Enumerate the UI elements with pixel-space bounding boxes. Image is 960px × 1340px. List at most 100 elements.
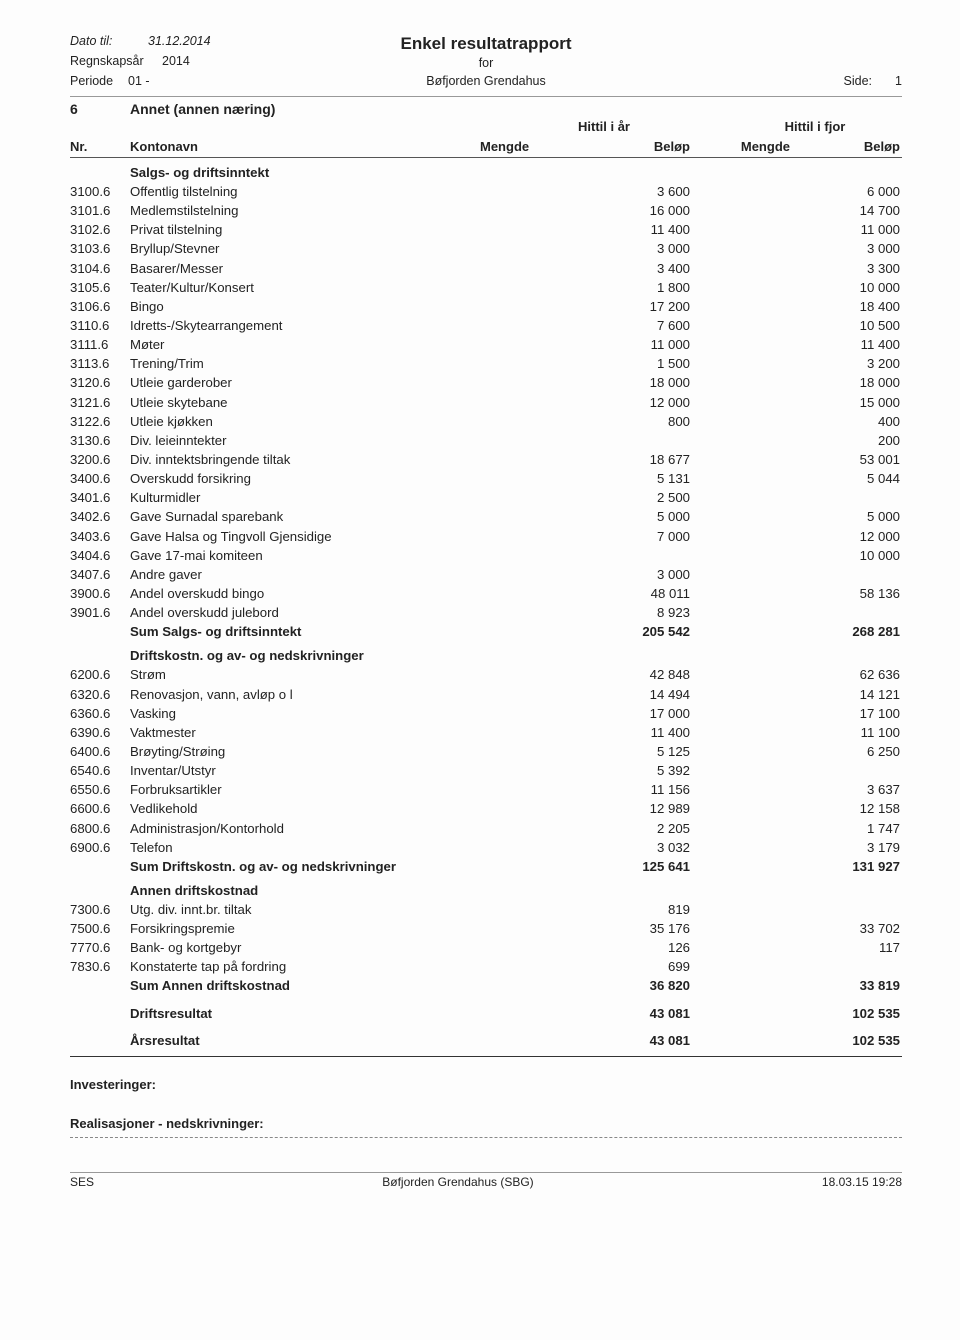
row-belop-current: 11 000: [480, 335, 690, 354]
table-row: 3400.6Overskudd forsikring5 1315 044: [70, 469, 902, 488]
row-belop-prior: 3 637: [690, 780, 900, 799]
row-belop-current: 18 000: [480, 373, 690, 392]
row-belop-current: 36 820: [480, 976, 690, 995]
row-belop-prior: 18 400: [690, 297, 900, 316]
row-nr: 3111.6: [70, 335, 130, 354]
row-nr: 7500.6: [70, 919, 130, 938]
row-name: Kulturmidler: [130, 488, 480, 507]
table-row: 6390.6Vaktmester11 40011 100: [70, 723, 902, 742]
table-row: 3100.6Offentlig tilstelning3 6006 000: [70, 182, 902, 201]
row-belop-current: 3 400: [480, 259, 690, 278]
row-belop-current: 5 000: [480, 507, 690, 526]
row-belop-current: 17 200: [480, 297, 690, 316]
row-belop-current: 3 600: [480, 182, 690, 201]
row-nr: 3121.6: [70, 393, 130, 412]
table-row: Sum Driftskostn. og av- og nedskrivninge…: [70, 857, 902, 876]
table-row: Driftsresultat43 081102 535: [70, 1004, 902, 1023]
col-nr: Nr.: [70, 139, 130, 154]
body-rule: [70, 1056, 902, 1057]
row-belop-current: 12 000: [480, 393, 690, 412]
table-row: 3402.6Gave Surnadal sparebank5 0005 000: [70, 507, 902, 526]
row-belop-prior: 3 300: [690, 259, 900, 278]
page-footer: SES Bøfjorden Grendahus (SBG) 18.03.15 1…: [70, 1172, 902, 1189]
table-row: 7300.6Utg. div. innt.br. tiltak819: [70, 900, 902, 919]
row-belop-prior: 33 819: [690, 976, 900, 995]
row-name: Gave 17-mai komiteen: [130, 546, 480, 565]
row-name: Gave Halsa og Tingvoll Gjensidige: [130, 527, 480, 546]
row-belop-prior: [690, 565, 900, 584]
row-belop-current: 8 923: [480, 603, 690, 622]
row-belop-prior: 53 001: [690, 450, 900, 469]
row-name: Inventar/Utstyr: [130, 761, 480, 780]
row-nr: 3130.6: [70, 431, 130, 450]
row-nr: 6320.6: [70, 685, 130, 704]
table-row: Sum Salgs- og driftsinntekt205 542268 28…: [70, 622, 902, 641]
footer-mid: Bøfjorden Grendahus (SBG): [382, 1175, 533, 1189]
row-belop-prior: 6 250: [690, 742, 900, 761]
row-nr: 6800.6: [70, 819, 130, 838]
row-name: Forbruksartikler: [130, 780, 480, 799]
table-row: 3130.6Div. leieinntekter200: [70, 431, 902, 450]
row-name: Gave Surnadal sparebank: [130, 507, 480, 526]
row-belop-current: 43 081: [480, 1031, 690, 1050]
table-row: 6800.6Administrasjon/Kontorhold2 2051 74…: [70, 819, 902, 838]
row-name: Utleie skytebane: [130, 393, 480, 412]
section-number: 6: [70, 101, 130, 117]
table-row: 3105.6Teater/Kultur/Konsert1 80010 000: [70, 278, 902, 297]
row-belop-current: 2 500: [480, 488, 690, 507]
group-title: Salgs- og driftsinntekt: [130, 165, 902, 180]
row-belop-prior: 11 100: [690, 723, 900, 742]
row-name: Trening/Trim: [130, 354, 480, 373]
table-row: 3404.6Gave 17-mai komiteen10 000: [70, 546, 902, 565]
row-name: Bingo: [130, 297, 480, 316]
report-for: for: [70, 56, 902, 70]
row-belop-current: 800: [480, 412, 690, 431]
table-row: 3103.6Bryllup/Stevner3 0003 000: [70, 239, 902, 258]
row-name: Sum Driftskostn. og av- og nedskrivninge…: [130, 857, 480, 876]
row-nr: 3106.6: [70, 297, 130, 316]
row-name: Konstaterte tap på fordring: [130, 957, 480, 976]
row-belop-prior: 33 702: [690, 919, 900, 938]
row-name: Sum Salgs- og driftsinntekt: [130, 622, 480, 641]
row-belop-current: 126: [480, 938, 690, 957]
row-belop-prior: 400: [690, 412, 900, 431]
row-name: Idretts-/Skytearrangement: [130, 316, 480, 335]
row-belop-prior: 17 100: [690, 704, 900, 723]
row-belop-prior: 10 000: [690, 278, 900, 297]
col-belop1: Beløp: [570, 139, 690, 154]
row-belop-prior: 15 000: [690, 393, 900, 412]
report-title: Enkel resultatrapport: [70, 34, 902, 54]
row-belop-prior: 3 200: [690, 354, 900, 373]
row-nr: 3101.6: [70, 201, 130, 220]
col-konto: Kontonavn: [130, 139, 480, 154]
row-belop-prior: 1 747: [690, 819, 900, 838]
row-nr: 3403.6: [70, 527, 130, 546]
table-row: 3102.6Privat tilstelning11 40011 000: [70, 220, 902, 239]
row-belop-prior: 12 158: [690, 799, 900, 818]
row-belop-current: 11 156: [480, 780, 690, 799]
page-label: Side:: [844, 74, 873, 88]
row-belop-prior: [690, 603, 900, 622]
table-row: 7830.6Konstaterte tap på fordring699: [70, 957, 902, 976]
report-body: Salgs- og driftsinntekt 3100.6Offentlig t…: [70, 165, 902, 1050]
row-nr: 6550.6: [70, 780, 130, 799]
table-row: 3401.6Kulturmidler2 500: [70, 488, 902, 507]
row-name: Møter: [130, 335, 480, 354]
row-name: Vaktmester: [130, 723, 480, 742]
row-belop-prior: 11 000: [690, 220, 900, 239]
row-nr: 6600.6: [70, 799, 130, 818]
row-name: Div. leieinntekter: [130, 431, 480, 450]
group-title: Driftskostn. og av- og nedskrivninger: [130, 648, 902, 663]
table-row: 6540.6Inventar/Utstyr5 392: [70, 761, 902, 780]
row-nr: 3404.6: [70, 546, 130, 565]
row-nr: 3402.6: [70, 507, 130, 526]
row-name: Offentlig tilstelning: [130, 182, 480, 201]
row-name: Medlemstilstelning: [130, 201, 480, 220]
table-row: 6320.6Renovasjon, vann, avløp o l14 4941…: [70, 685, 902, 704]
table-row: 3106.6Bingo17 20018 400: [70, 297, 902, 316]
row-name: Bank- og kortgebyr: [130, 938, 480, 957]
row-belop-current: 14 494: [480, 685, 690, 704]
row-nr: 3900.6: [70, 584, 130, 603]
row-nr: 3110.6: [70, 316, 130, 335]
report-header: Dato til: 31.12.2014 Regnskapsår 2014 Pe…: [70, 34, 902, 96]
